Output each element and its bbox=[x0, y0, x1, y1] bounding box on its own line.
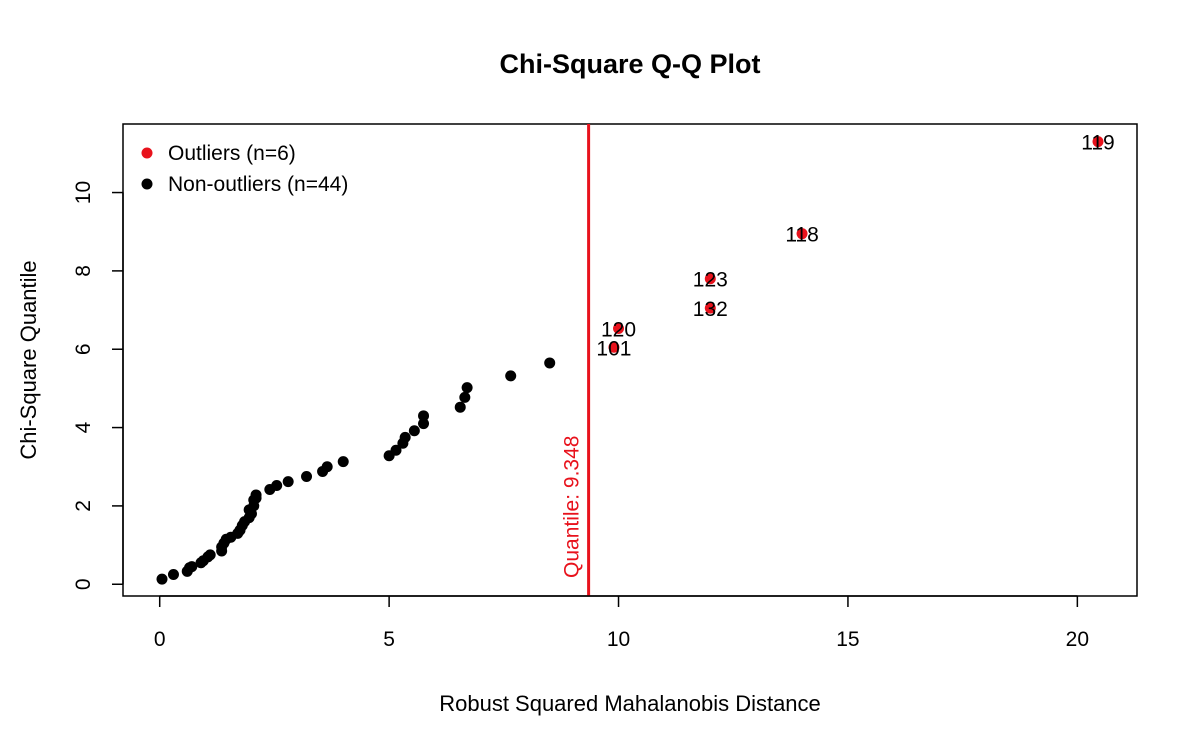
y-tick-label: 0 bbox=[72, 578, 95, 590]
data-point bbox=[390, 444, 402, 456]
y-axis-label: Chi-Square Quantile bbox=[16, 260, 41, 459]
chart-title: Chi-Square Q-Q Plot bbox=[499, 49, 760, 79]
data-point bbox=[461, 382, 473, 394]
data-point bbox=[459, 391, 471, 403]
point-label: 119 bbox=[1081, 132, 1114, 155]
y-tick-label: 8 bbox=[72, 265, 95, 277]
data-point bbox=[408, 425, 420, 437]
y-tick-label: 10 bbox=[72, 181, 95, 204]
data-point bbox=[399, 431, 411, 443]
data-point bbox=[186, 561, 198, 573]
legend: Outliers (n=6) Non-outliers (n=44) bbox=[141, 142, 348, 196]
data-point bbox=[613, 322, 625, 334]
data-point bbox=[704, 273, 716, 285]
x-tick-label: 10 bbox=[607, 628, 630, 651]
y-axis: 0 2 4 6 8 10 bbox=[72, 181, 124, 590]
x-tick-label: 5 bbox=[383, 628, 395, 651]
data-point bbox=[544, 357, 556, 369]
data-point bbox=[608, 341, 620, 353]
data-point bbox=[454, 401, 466, 413]
legend-marker bbox=[141, 147, 153, 159]
x-axis: 0 5 10 15 20 bbox=[154, 595, 1089, 651]
point-label: 118 bbox=[785, 224, 818, 247]
point-label: 132 bbox=[693, 298, 728, 321]
data-point bbox=[250, 492, 262, 504]
point-label: 120 bbox=[601, 318, 636, 341]
data-point bbox=[704, 302, 716, 314]
data-point bbox=[505, 370, 517, 382]
cutoff-label: Quantile: 9.348 bbox=[561, 436, 584, 578]
x-axis-label: Robust Squared Mahalanobis Distance bbox=[439, 691, 821, 716]
y-tick-label: 6 bbox=[72, 343, 95, 355]
data-point bbox=[1092, 136, 1104, 148]
point-label: 101 bbox=[596, 337, 631, 360]
data-point bbox=[418, 418, 430, 430]
data-point bbox=[167, 568, 179, 580]
legend-marker bbox=[141, 178, 153, 190]
data-point bbox=[271, 480, 283, 492]
data-point bbox=[204, 549, 216, 561]
y-tick-label: 4 bbox=[72, 421, 95, 433]
point-label: 123 bbox=[693, 269, 728, 292]
data-point bbox=[796, 228, 808, 240]
y-tick-label: 2 bbox=[72, 500, 95, 512]
data-point bbox=[156, 573, 168, 585]
data-point bbox=[282, 476, 294, 488]
x-tick-label: 15 bbox=[836, 628, 859, 651]
data-point bbox=[301, 471, 313, 483]
legend-label: Outliers (n=6) bbox=[168, 142, 296, 165]
data-point bbox=[337, 456, 349, 468]
data-point bbox=[418, 410, 430, 422]
x-tick-label: 20 bbox=[1066, 628, 1089, 651]
legend-label: Non-outliers (n=44) bbox=[168, 173, 348, 196]
data-point bbox=[321, 461, 333, 473]
x-tick-label: 0 bbox=[154, 628, 166, 651]
